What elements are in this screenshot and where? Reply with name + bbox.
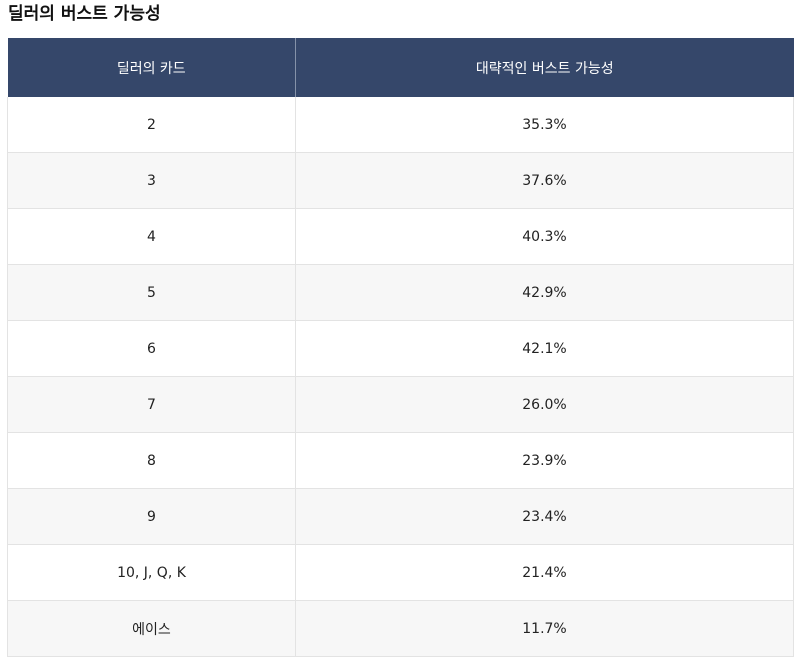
dealer-card-cell: 2 bbox=[7, 97, 296, 153]
bust-probability-cell: 11.7% bbox=[295, 600, 794, 657]
header-dealer-card: 딜러의 카드 bbox=[7, 38, 296, 97]
table-header: 딜러의 카드 대략적인 버스트 가능성 bbox=[7, 38, 794, 97]
table-body: 2 35.3% 3 37.6% 4 40.3% 5 42.9% 6 42.1% … bbox=[7, 97, 794, 657]
bust-probability-cell: 21.4% bbox=[295, 544, 794, 601]
dealer-card-cell: 4 bbox=[7, 208, 296, 265]
dealer-card-cell: 10, J, Q, K bbox=[7, 544, 296, 601]
bust-probability-cell: 40.3% bbox=[295, 208, 794, 265]
table-row: 10, J, Q, K 21.4% bbox=[7, 544, 794, 601]
dealer-card-cell: 8 bbox=[7, 432, 296, 489]
bust-probability-cell: 42.1% bbox=[295, 320, 794, 377]
bust-probability-cell: 37.6% bbox=[295, 152, 794, 209]
page-title: 딜러의 버스트 가능성 bbox=[8, 4, 161, 24]
table-row: 6 42.1% bbox=[7, 320, 794, 377]
dealer-card-cell: 에이스 bbox=[7, 600, 296, 657]
table-row: 5 42.9% bbox=[7, 264, 794, 321]
table-row: 에이스 11.7% bbox=[7, 600, 794, 657]
table-row: 9 23.4% bbox=[7, 488, 794, 545]
bust-probability-cell: 23.4% bbox=[295, 488, 794, 545]
table-row: 2 35.3% bbox=[7, 97, 794, 153]
table-row: 8 23.9% bbox=[7, 432, 794, 489]
table-row: 4 40.3% bbox=[7, 208, 794, 265]
bust-probability-cell: 23.9% bbox=[295, 432, 794, 489]
dealer-card-cell: 6 bbox=[7, 320, 296, 377]
dealer-card-cell: 7 bbox=[7, 376, 296, 433]
dealer-card-cell: 9 bbox=[7, 488, 296, 545]
header-bust-probability: 대략적인 버스트 가능성 bbox=[295, 38, 794, 97]
bust-probability-table: 딜러의 카드 대략적인 버스트 가능성 2 35.3% 3 37.6% 4 40… bbox=[7, 38, 794, 657]
table-row: 3 37.6% bbox=[7, 152, 794, 209]
dealer-card-cell: 5 bbox=[7, 264, 296, 321]
bust-probability-table-container: 딜러의 카드 대략적인 버스트 가능성 2 35.3% 3 37.6% 4 40… bbox=[7, 38, 794, 657]
bust-probability-cell: 42.9% bbox=[295, 264, 794, 321]
table-header-row: 딜러의 카드 대략적인 버스트 가능성 bbox=[7, 38, 794, 97]
table-row: 7 26.0% bbox=[7, 376, 794, 433]
dealer-card-cell: 3 bbox=[7, 152, 296, 209]
bust-probability-cell: 26.0% bbox=[295, 376, 794, 433]
bust-probability-cell: 35.3% bbox=[295, 97, 794, 153]
